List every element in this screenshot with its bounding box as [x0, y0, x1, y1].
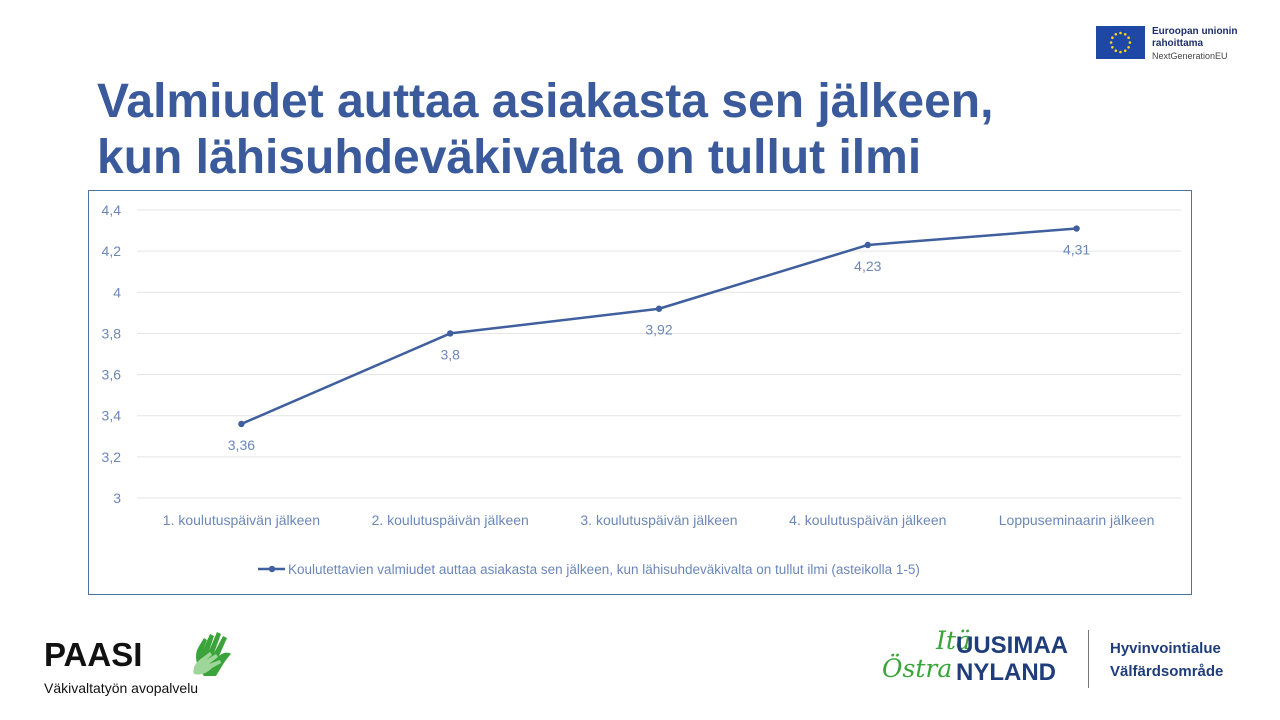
data-point: [864, 241, 871, 249]
paasi-name: PAASI: [44, 636, 143, 673]
region-logo: Itä Östra UUSIMAA NYLAND Hyvinvointialue…: [880, 626, 1250, 696]
region-finnish-name: Hyvinvointialue: [1110, 640, 1221, 657]
slide-title-line2: kun lähisuhdeväkivalta on tullut ilmi: [97, 131, 922, 184]
x-tick-label: 2. koulutuspäivän jälkeen: [372, 512, 529, 528]
data-point: [447, 330, 454, 337]
x-tick-label: 3. koulutuspäivän jälkeen: [580, 512, 737, 528]
y-tick-label: 4: [113, 284, 121, 300]
y-tick-label: 4,4: [102, 202, 122, 218]
eu-badge-line3: NextGenerationEU: [1152, 51, 1228, 61]
region-divider: [1088, 630, 1089, 688]
data-label: 4,31: [1063, 242, 1090, 258]
x-tick-label: 1. koulutuspäivän jälkeen: [163, 512, 320, 528]
x-tick-label: Loppuseminaarin jälkeen: [999, 512, 1155, 528]
slide-title-line1: Valmiudet auttaa asiakasta sen jälkeen,: [97, 75, 994, 128]
eu-flag-icon: [1096, 26, 1145, 59]
paasi-logo: PAASI Väkivaltatyön avopalvelu: [44, 622, 254, 700]
data-point: [655, 305, 663, 312]
data-point: [238, 420, 245, 428]
data-label: 3,92: [645, 322, 672, 338]
region-uusimaa-text: UUSIMAA: [956, 632, 1068, 659]
y-tick-label: 4,2: [102, 243, 122, 259]
slide-title: Valmiudet auttaa asiakasta sen jälkeen, …: [97, 74, 1147, 186]
hands-icon: [193, 632, 231, 676]
data-label: 4,23: [854, 258, 881, 274]
y-tick-label: 3: [113, 490, 121, 506]
region-nyland-text: NYLAND: [956, 659, 1056, 686]
data-label: 3,8: [440, 346, 460, 362]
y-tick-label: 3,4: [102, 408, 122, 424]
x-tick-label: 4. koulutuspäivän jälkeen: [789, 512, 946, 528]
eu-badge-line2: rahoittama: [1152, 38, 1204, 49]
paasi-subtitle: Väkivaltatyön avopalvelu: [44, 680, 199, 696]
y-tick-label: 3,8: [102, 325, 122, 341]
y-tick-label: 3,2: [102, 449, 122, 465]
region-swedish-name: Välfärdsområde: [1110, 663, 1224, 680]
chart-frame: 3 3,2 3,4 3,6 3,8 4 4,2 4,4 1. koulutuspäivän jä…: [88, 190, 1192, 595]
legend-marker-icon: [268, 565, 276, 573]
y-tick-label: 3,6: [102, 367, 122, 383]
line-chart: 3 3,2 3,4 3,6 3,8 4 4,2 4,4 1. koulutuspäivän jä…: [102, 202, 1181, 577]
region-ita-text: Itä: [936, 626, 971, 655]
region-ostra-text: Östra: [882, 654, 953, 683]
legend-label: Koulutettavien valmiudet auttaa asiakast…: [288, 562, 920, 577]
eu-funding-badge: Euroopan unionin rahoittama NextGenerati…: [1096, 26, 1266, 62]
data-point: [1073, 225, 1080, 232]
eu-badge-line1: Euroopan unionin: [1152, 26, 1238, 37]
data-label: 3,36: [228, 437, 255, 453]
